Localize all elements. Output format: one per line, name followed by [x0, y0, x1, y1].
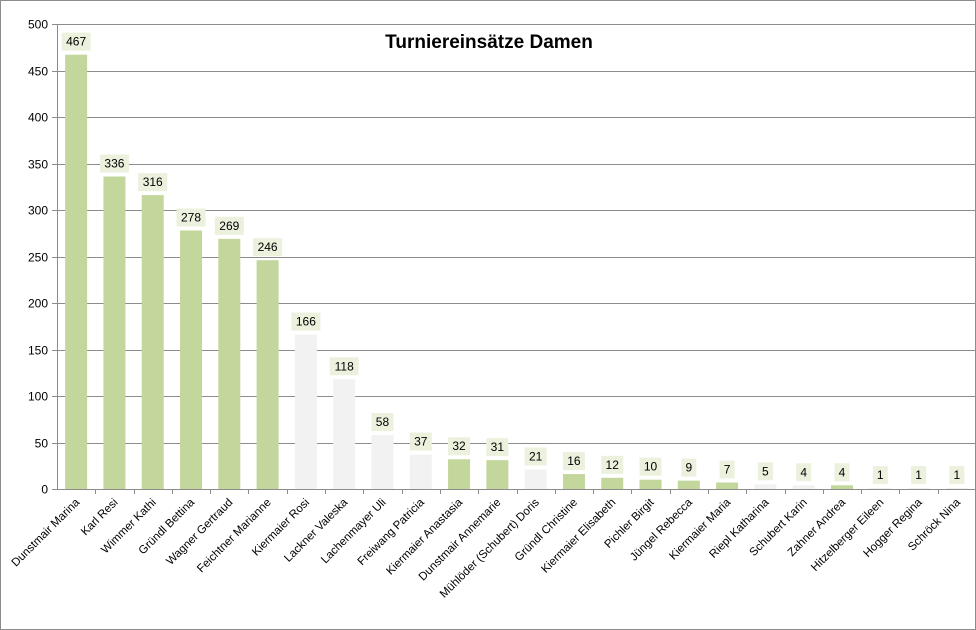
bar	[294, 334, 317, 489]
data-label: 37	[414, 435, 428, 449]
bar	[180, 230, 203, 489]
bar	[754, 484, 777, 489]
data-label: 32	[452, 439, 466, 453]
bar	[716, 482, 739, 489]
y-tick-label: 300	[28, 204, 48, 218]
y-axis: 0 50 100 150 200 250 300 350 400 450 500	[28, 18, 58, 497]
data-label: 21	[529, 449, 543, 463]
data-label: 4	[839, 465, 846, 479]
bar	[562, 474, 585, 489]
data-label-background	[138, 173, 168, 192]
bar	[639, 479, 662, 489]
data-label-background	[601, 455, 624, 474]
data-label-background	[524, 447, 547, 466]
data-label: 10	[644, 460, 658, 474]
data-label: 4	[800, 465, 807, 479]
bar	[601, 477, 624, 489]
data-label: 467	[66, 35, 86, 49]
y-tick-label: 150	[28, 344, 48, 358]
data-label-background	[486, 438, 509, 457]
chart-title: Turniereinsätze Damen	[385, 32, 593, 53]
bar	[448, 459, 471, 489]
data-label: 118	[335, 359, 354, 373]
data-label-background	[371, 413, 394, 432]
data-label: 166	[296, 315, 316, 329]
data-label-background	[61, 32, 91, 51]
bar	[830, 485, 853, 489]
bar	[409, 454, 432, 489]
data-label-background	[757, 462, 773, 481]
y-tick-label: 500	[28, 18, 48, 32]
data-label-background	[949, 466, 965, 485]
data-label: 278	[181, 210, 201, 224]
data-label: 31	[491, 440, 505, 454]
bar	[907, 488, 930, 489]
data-label-background	[562, 452, 585, 471]
bar	[792, 485, 815, 489]
data-label: 1	[954, 468, 961, 482]
data-label-background	[911, 466, 927, 485]
data-labels: 467 336 316 278 269 246 166 118 58 37 32 31 21 16 12 10…	[61, 32, 965, 485]
y-tick-label: 350	[28, 158, 48, 172]
bar	[371, 435, 394, 489]
data-label-background	[796, 463, 812, 482]
bar	[218, 238, 241, 489]
y-tick-label: 400	[28, 111, 48, 125]
data-label-background	[834, 463, 850, 482]
data-label: 336	[104, 157, 124, 171]
y-tick-label: 50	[35, 437, 49, 451]
bar	[869, 488, 892, 489]
gridlines	[57, 24, 976, 444]
data-label-background	[639, 457, 662, 476]
data-label: 246	[258, 240, 278, 254]
y-tick-label: 200	[28, 297, 48, 311]
data-label-background	[872, 466, 888, 485]
data-label-background	[681, 458, 697, 477]
data-label: 316	[143, 175, 163, 189]
data-label-background	[253, 238, 283, 257]
y-tick-label: 250	[28, 251, 48, 265]
data-label: 58	[376, 415, 390, 429]
data-label-background	[99, 154, 129, 173]
data-label: 5	[762, 464, 769, 478]
data-label: 7	[724, 462, 731, 476]
data-label-background	[291, 312, 321, 331]
bar	[256, 260, 279, 489]
data-label: 1	[915, 468, 922, 482]
bar	[65, 54, 88, 489]
data-label-background	[409, 432, 432, 451]
bar	[677, 480, 700, 489]
data-label: 16	[567, 454, 581, 468]
bar	[333, 379, 356, 489]
bar	[486, 460, 509, 489]
bar	[945, 488, 968, 489]
data-label: 9	[685, 461, 692, 475]
bar	[524, 469, 547, 489]
data-label-background	[176, 208, 206, 227]
data-label-background	[214, 216, 244, 235]
data-label: 269	[219, 219, 239, 233]
data-label: 1	[877, 468, 884, 482]
y-tick-label: 100	[28, 390, 48, 404]
y-tick-label: 450	[28, 65, 48, 79]
data-label: 12	[606, 458, 620, 472]
bar	[103, 176, 126, 489]
y-tick-label: 0	[41, 483, 48, 497]
data-label-background	[329, 357, 359, 376]
data-label-background	[448, 437, 471, 456]
bar	[141, 195, 164, 489]
bars	[65, 54, 968, 489]
data-label-background	[719, 460, 735, 479]
